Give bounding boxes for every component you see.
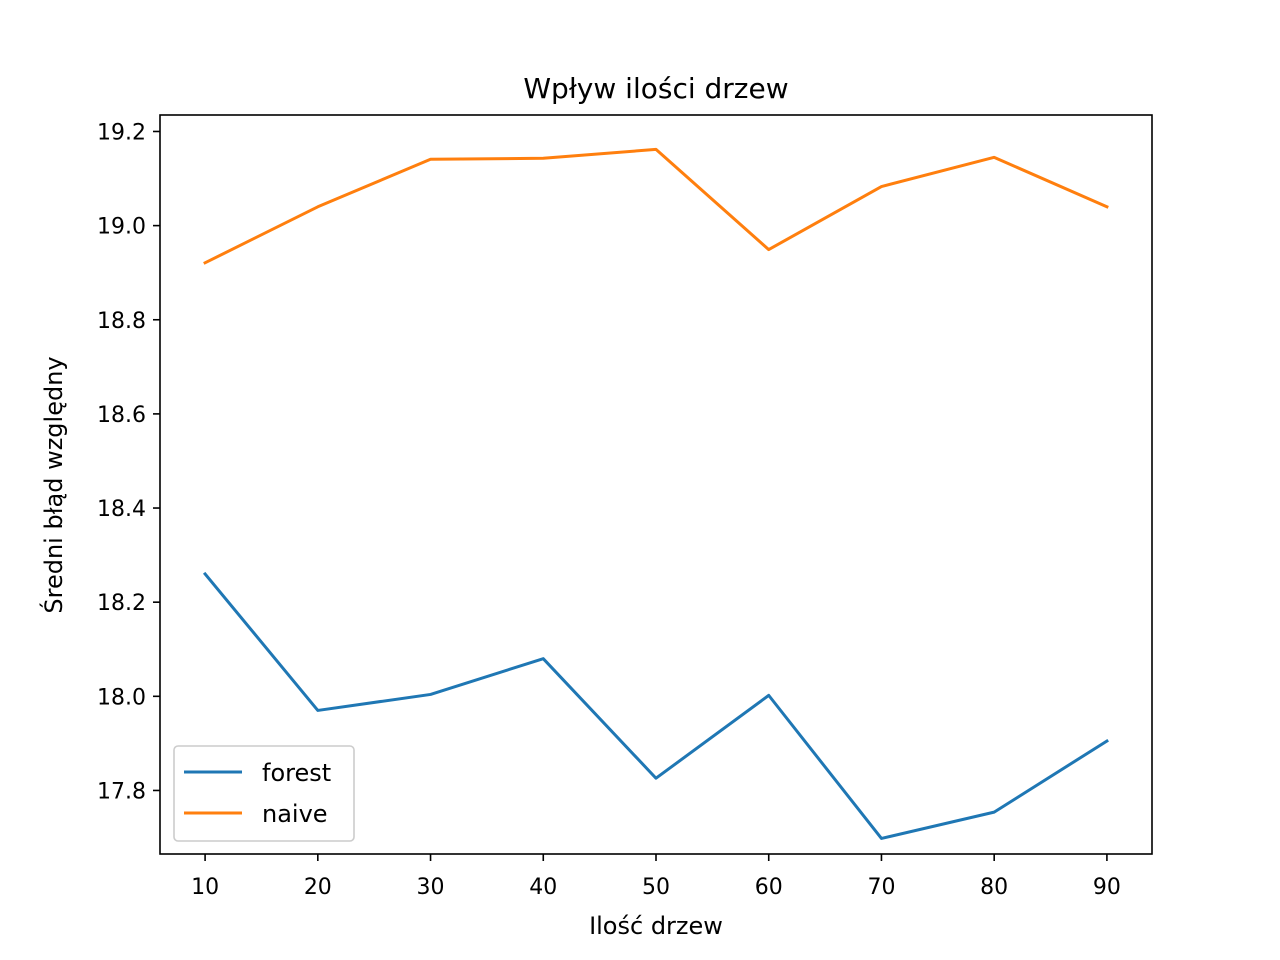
plot-frame (159, 114, 1153, 855)
x-tick-label: 30 (417, 875, 445, 900)
y-tick-label: 18.6 (97, 403, 146, 428)
x-tick-label: 40 (529, 875, 557, 900)
legend-box (173, 745, 355, 842)
ticks: 10 20 30 40 50 60 70 80 90 17.8 18.0 18.2 18.4 18.6 18… (97, 120, 1121, 900)
series-line-naive (203, 147, 1109, 265)
y-tick-label: 18.4 (97, 497, 146, 522)
x-tick-label: 20 (304, 875, 332, 900)
x-axis-label: Ilość drzew (589, 912, 723, 940)
y-tick-label: 18.0 (97, 685, 146, 710)
y-tick-label: 19.0 (97, 215, 146, 240)
x-tick-label: 10 (191, 875, 219, 900)
y-axis-label: Średni błąd względny (38, 356, 68, 613)
chart-title: Wpływ ilości drzew (523, 72, 788, 105)
x-tick-label: 80 (980, 875, 1008, 900)
y-tick-label: 18.2 (97, 591, 146, 616)
y-tick-label: 18.8 (97, 309, 146, 334)
legend: forest naive (173, 745, 355, 842)
series-lines (202, 147, 1109, 840)
y-tick-label: 17.8 (97, 779, 146, 804)
legend-label-naive: naive (262, 800, 328, 828)
x-tick-label: 70 (867, 875, 895, 900)
series-line-forest (202, 571, 1109, 840)
y-tick-label: 19.2 (97, 120, 146, 145)
x-tick-label: 90 (1093, 875, 1121, 900)
x-tick-label: 60 (755, 875, 783, 900)
legend-label-forest: forest (262, 759, 331, 787)
x-tick-label: 50 (642, 875, 670, 900)
